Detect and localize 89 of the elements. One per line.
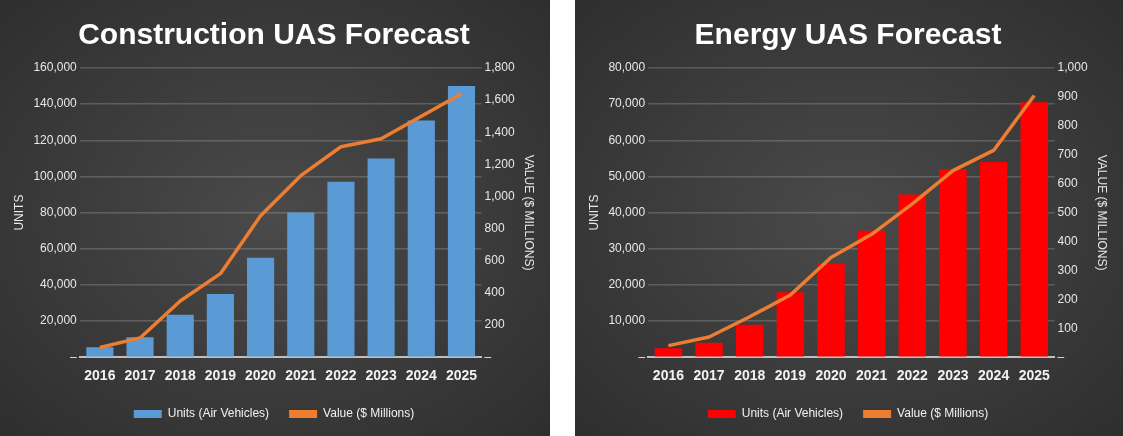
y2-tick-label: 500: [1057, 204, 1078, 219]
y-axis-title: UNITS: [586, 194, 601, 231]
y-tick-label: 20,000: [608, 277, 646, 292]
bar: [654, 348, 683, 357]
y-tick-label: –: [70, 349, 78, 364]
y2-tick-label: 1,000: [484, 188, 515, 203]
x-tick-label: 2018: [164, 367, 197, 384]
y-tick-label: 40,000: [40, 277, 78, 292]
y-tick-label: 160,000: [33, 60, 78, 75]
x-tick-label: 2016: [652, 367, 685, 384]
y2-tick-label: –: [484, 349, 492, 364]
bar: [979, 161, 1008, 357]
y2-tick-label: 800: [1057, 118, 1078, 133]
bar: [367, 158, 395, 357]
y-tick-label: 50,000: [608, 168, 646, 183]
x-tick-label: 2024: [978, 367, 1010, 384]
x-tick-label: 2020: [815, 367, 847, 384]
chart-title: Construction UAS Forecast: [78, 17, 470, 51]
legend-label: Units (Air Vehicles): [741, 406, 844, 421]
bar: [817, 263, 845, 357]
x-tick-label: 2020: [245, 367, 277, 384]
y2-tick-label: –: [1057, 349, 1065, 364]
bar: [247, 257, 275, 357]
bar: [736, 324, 764, 357]
y2-tick-label: 1,400: [484, 124, 515, 139]
y-tick-label: 30,000: [608, 241, 646, 256]
y-tick-label: 80,000: [608, 60, 646, 75]
y2-tick-label: 800: [484, 220, 505, 235]
y2-axis-title: VALUE ($ MILLIONS): [1095, 154, 1110, 271]
x-tick-label: 2021: [856, 367, 888, 384]
legend-label: Value ($ Millions): [897, 406, 989, 421]
y-tick-label: 20,000: [40, 313, 78, 328]
x-tick-label: 2023: [937, 367, 969, 384]
y2-tick-label: 400: [1057, 233, 1078, 248]
y2-tick-label: 200: [1057, 291, 1078, 306]
x-tick-label: 2021: [285, 367, 317, 384]
bar: [695, 342, 723, 357]
bar: [939, 169, 967, 357]
bar: [206, 293, 234, 357]
bar: [857, 230, 886, 357]
y-tick-label: 100,000: [33, 168, 78, 183]
x-tick-label: 2019: [774, 367, 807, 384]
y2-tick-label: 200: [484, 317, 505, 332]
x-tick-label: 2017: [124, 367, 156, 384]
y2-tick-label: 700: [1057, 147, 1078, 162]
y-tick-label: 40,000: [608, 204, 646, 219]
y-tick-label: 120,000: [33, 132, 78, 147]
y2-tick-label: 100: [1057, 320, 1078, 335]
x-tick-label: 2016: [84, 367, 116, 384]
y-tick-label: 70,000: [608, 96, 646, 111]
bar: [166, 314, 194, 357]
y-tick-label: 60,000: [608, 132, 646, 147]
bar: [776, 292, 805, 357]
x-tick-label: 2025: [1018, 367, 1051, 384]
y2-axis-title: VALUE ($ MILLIONS): [522, 154, 537, 271]
x-tick-label: 2023: [365, 367, 397, 384]
x-tick-label: 2024: [405, 367, 438, 384]
y2-tick-label: 600: [1057, 175, 1078, 190]
y-tick-label: 10,000: [608, 313, 646, 328]
x-tick-label: 2018: [734, 367, 766, 384]
y2-tick-label: 1,800: [484, 60, 515, 75]
bar: [287, 212, 315, 357]
y-axis-title: UNITS: [11, 194, 26, 231]
y2-tick-label: 1,600: [484, 92, 515, 107]
y2-tick-label: 300: [1057, 262, 1078, 277]
x-tick-label: 2022: [896, 367, 929, 384]
y-tick-label: –: [638, 349, 646, 364]
y2-tick-label: 1,000: [1057, 60, 1088, 75]
y-tick-label: 60,000: [40, 241, 78, 256]
x-tick-label: 2017: [693, 367, 725, 384]
y2-tick-label: 400: [484, 285, 505, 300]
chart-title: Energy UAS Forecast: [694, 17, 1002, 51]
bar: [86, 347, 114, 357]
y-tick-label: 140,000: [33, 96, 78, 111]
bar: [126, 337, 154, 357]
bar: [447, 86, 476, 357]
bar: [1020, 102, 1048, 357]
x-tick-label: 2025: [445, 367, 478, 384]
y2-tick-label: 1,200: [484, 156, 515, 171]
x-tick-label: 2022: [325, 367, 357, 384]
x-tick-label: 2019: [204, 367, 237, 384]
bar: [407, 120, 435, 357]
legend-label: Value ($ Millions): [323, 406, 415, 421]
bar: [327, 181, 355, 357]
y-tick-label: 80,000: [40, 204, 78, 219]
y2-tick-label: 900: [1057, 89, 1078, 104]
bar: [898, 194, 927, 357]
legend-label: Units (Air Vehicles): [167, 406, 270, 421]
y2-tick-label: 600: [484, 253, 505, 268]
